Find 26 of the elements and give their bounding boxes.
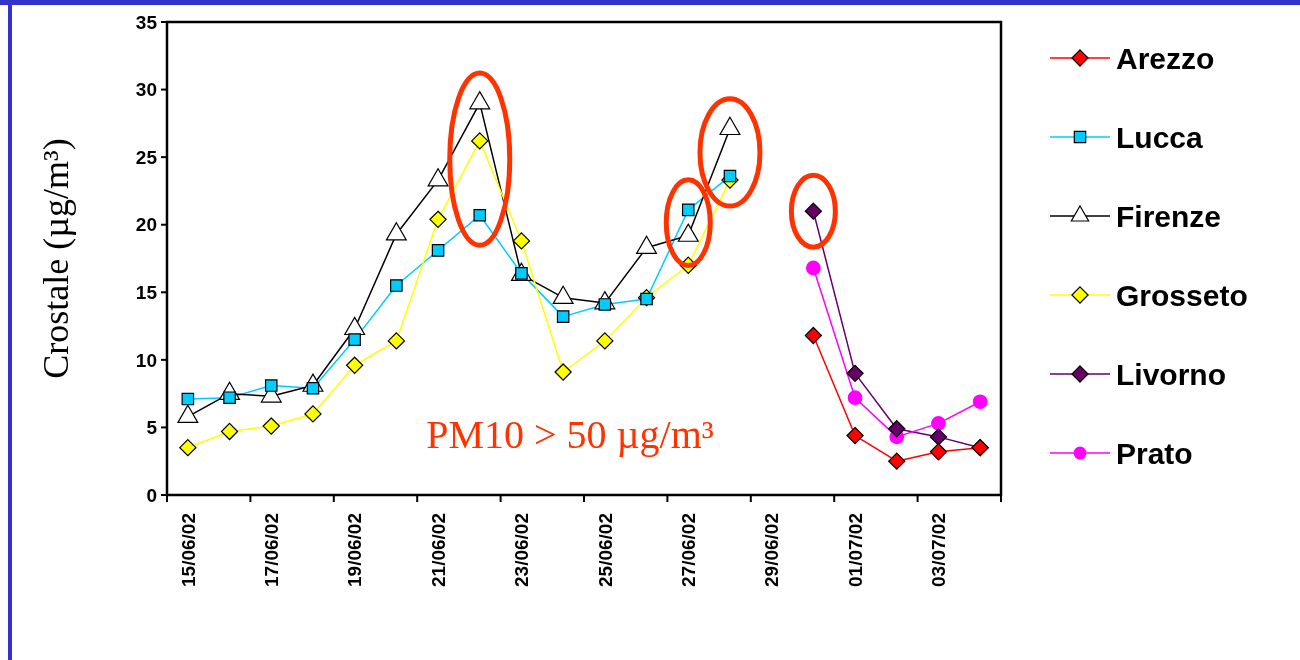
y-tick-label: 20 — [135, 214, 157, 236]
x-tick-label: 03/07/02 — [928, 513, 950, 587]
y-tick-label: 10 — [135, 349, 157, 371]
legend-label: Lucca — [1116, 120, 1204, 154]
x-tick-label: 19/06/02 — [344, 513, 366, 587]
x-tick-label: 25/06/02 — [594, 513, 616, 587]
x-tick-label: 29/06/02 — [761, 513, 783, 587]
x-tick-label: 17/06/02 — [260, 513, 282, 587]
y-tick-label: 25 — [135, 146, 158, 168]
legend-label: Firenze — [1116, 199, 1222, 233]
y-axis-title: Crostale (µg/m³) — [36, 138, 76, 379]
x-tick-label: 15/06/02 — [177, 513, 199, 587]
x-tick-label: 01/07/02 — [844, 513, 866, 587]
legend-label: Prato — [1116, 436, 1193, 470]
annotation: PM10 > 50 µg/m³ — [426, 412, 714, 457]
y-tick-label: 5 — [146, 417, 158, 439]
legend-label: Grosseto — [1116, 278, 1248, 312]
legend-label: Arezzo — [1116, 41, 1215, 75]
y-tick-label: 35 — [135, 11, 158, 33]
x-tick-label: 21/06/02 — [427, 513, 449, 587]
y-tick-label: 30 — [135, 79, 157, 101]
legend-label: Livorno — [1116, 357, 1226, 391]
x-tick-label: 23/06/02 — [511, 513, 533, 587]
y-tick-label: 0 — [146, 484, 157, 506]
x-tick-label: 27/06/02 — [677, 513, 699, 587]
y-tick-label: 15 — [135, 281, 158, 303]
